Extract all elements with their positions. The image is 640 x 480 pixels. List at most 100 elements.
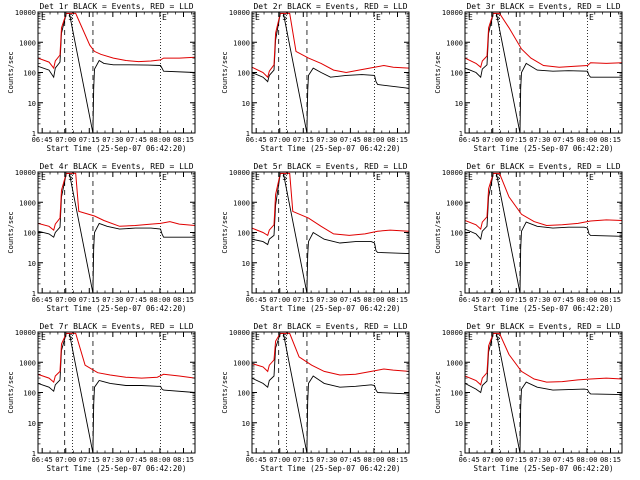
lld-series-line — [252, 172, 409, 237]
y-axis-label: Counts/sec — [7, 211, 15, 253]
panel-det-9: Det 9r BLACK = Events, RED = LLD E S E 1 10 10… — [434, 322, 623, 473]
panel-title: Det 1r BLACK = Events, RED = LLD — [39, 2, 193, 11]
y-tick-label: 1000 — [233, 359, 250, 367]
marker-label-e: E — [41, 333, 46, 342]
y-tick-label: 100 — [450, 230, 463, 238]
marker-label-s: S — [68, 13, 73, 22]
x-tick-label: 08:15 — [173, 296, 194, 304]
events-series-line — [252, 172, 409, 293]
x-axis-label: Start Time (25-Sep-07 06:42:20) — [47, 144, 187, 153]
panel-det-2: Det 2r BLACK = Events, RED = LLD E S E 1 10 10… — [221, 2, 410, 153]
marker-label-s: S — [495, 173, 500, 182]
x-tick-label: 07:00 — [482, 136, 503, 144]
marker-label-s: S — [68, 333, 73, 342]
y-tick-label: 1000 — [446, 199, 463, 207]
x-tick-label: 08:00 — [149, 296, 170, 304]
x-tick-label: 07:00 — [482, 456, 503, 464]
y-tick-label: 1 — [246, 130, 250, 138]
marker-label-e: E — [41, 173, 46, 182]
x-tick-label: 06:45 — [32, 136, 53, 144]
lld-series-line — [38, 172, 195, 231]
x-axis-label: Start Time (25-Sep-07 06:42:20) — [261, 464, 401, 473]
x-tick-label: 07:30 — [102, 296, 123, 304]
lld-series-line — [38, 332, 195, 383]
y-tick-label: 10 — [455, 420, 463, 428]
x-tick-label: 06:45 — [459, 136, 480, 144]
events-series-line — [252, 332, 409, 453]
plot-frame — [251, 11, 410, 134]
marker-label-e: E — [376, 173, 381, 182]
y-tick-label: 10 — [28, 260, 36, 268]
marker-label-e: E — [255, 13, 260, 22]
panel-title: Det 3r BLACK = Events, RED = LLD — [466, 2, 620, 11]
marker-label-e: E — [41, 13, 46, 22]
x-tick-label: 06:45 — [246, 296, 267, 304]
x-axis-label: Start Time (25-Sep-07 06:42:20) — [261, 144, 401, 153]
y-tick-label: 10000 — [442, 9, 463, 17]
y-tick-label: 10 — [242, 260, 250, 268]
y-tick-label: 1000 — [19, 199, 36, 207]
x-tick-label: 07:30 — [529, 296, 550, 304]
x-tick-label: 06:45 — [246, 456, 267, 464]
x-tick-label: 07:15 — [293, 136, 314, 144]
panel-det-5: Det 5r BLACK = Events, RED = LLD E S E 1 10 10… — [221, 162, 410, 313]
marker-label-e: E — [376, 13, 381, 22]
y-axis-label: Counts/sec — [7, 371, 15, 413]
y-tick-label: 10 — [455, 260, 463, 268]
marker-label-e: E — [589, 13, 594, 22]
x-tick-label: 07:00 — [269, 296, 290, 304]
x-tick-label: 07:15 — [293, 456, 314, 464]
y-tick-label: 10 — [242, 100, 250, 108]
x-axis-label: Start Time (25-Sep-07 06:42:20) — [47, 464, 187, 473]
marker-label-s: S — [282, 13, 287, 22]
y-tick-label: 10 — [242, 420, 250, 428]
marker-label-e: E — [589, 333, 594, 342]
x-tick-label: 08:00 — [576, 456, 597, 464]
events-series-line — [38, 12, 195, 133]
x-tick-label: 06:45 — [32, 296, 53, 304]
marker-label-e: E — [376, 333, 381, 342]
x-tick-label: 08:15 — [600, 136, 621, 144]
y-tick-label: 1000 — [19, 39, 36, 47]
events-series-line — [38, 332, 195, 453]
events-series-line — [252, 12, 409, 133]
x-tick-label: 07:45 — [553, 456, 574, 464]
marker-label-e: E — [589, 173, 594, 182]
y-tick-label: 1000 — [233, 199, 250, 207]
x-tick-label: 08:00 — [363, 456, 384, 464]
x-tick-label: 07:00 — [269, 136, 290, 144]
y-axis-label: Counts/sec — [434, 51, 442, 93]
panel-det-6: Det 6r BLACK = Events, RED = LLD E S E 1 10 10… — [434, 162, 623, 313]
x-axis-label: Start Time (25-Sep-07 06:42:20) — [474, 464, 614, 473]
lld-series-line — [252, 332, 409, 376]
panel-det-3: Det 3r BLACK = Events, RED = LLD E S E 1 10 10… — [434, 2, 623, 153]
y-tick-label: 1 — [459, 130, 463, 138]
panel-title: Det 4r BLACK = Events, RED = LLD — [39, 162, 193, 171]
y-tick-label: 100 — [237, 70, 250, 78]
y-tick-label: 1 — [246, 290, 250, 298]
panel-title: Det 5r BLACK = Events, RED = LLD — [253, 162, 407, 171]
x-tick-label: 08:15 — [173, 456, 194, 464]
y-tick-label: 10000 — [15, 9, 36, 17]
marker-label-e: E — [162, 333, 167, 342]
x-tick-label: 07:30 — [102, 136, 123, 144]
lld-series-line — [465, 172, 622, 231]
y-tick-label: 10 — [28, 100, 36, 108]
x-axis-label: Start Time (25-Sep-07 06:42:20) — [47, 304, 187, 313]
x-axis-label: Start Time (25-Sep-07 06:42:20) — [474, 144, 614, 153]
y-tick-label: 1000 — [446, 39, 463, 47]
y-axis-label: Counts/sec — [221, 51, 229, 93]
x-tick-label: 06:45 — [246, 136, 267, 144]
marker-label-e: E — [255, 333, 260, 342]
y-tick-label: 1 — [32, 130, 36, 138]
x-tick-label: 08:00 — [363, 136, 384, 144]
x-tick-label: 07:30 — [316, 296, 337, 304]
x-tick-label: 07:00 — [55, 136, 76, 144]
panel-title: Det 9r BLACK = Events, RED = LLD — [466, 322, 620, 331]
x-tick-label: 08:15 — [387, 136, 408, 144]
x-tick-label: 08:00 — [576, 296, 597, 304]
x-tick-label: 07:15 — [293, 296, 314, 304]
x-tick-label: 08:00 — [149, 456, 170, 464]
lld-series-line — [465, 12, 622, 69]
